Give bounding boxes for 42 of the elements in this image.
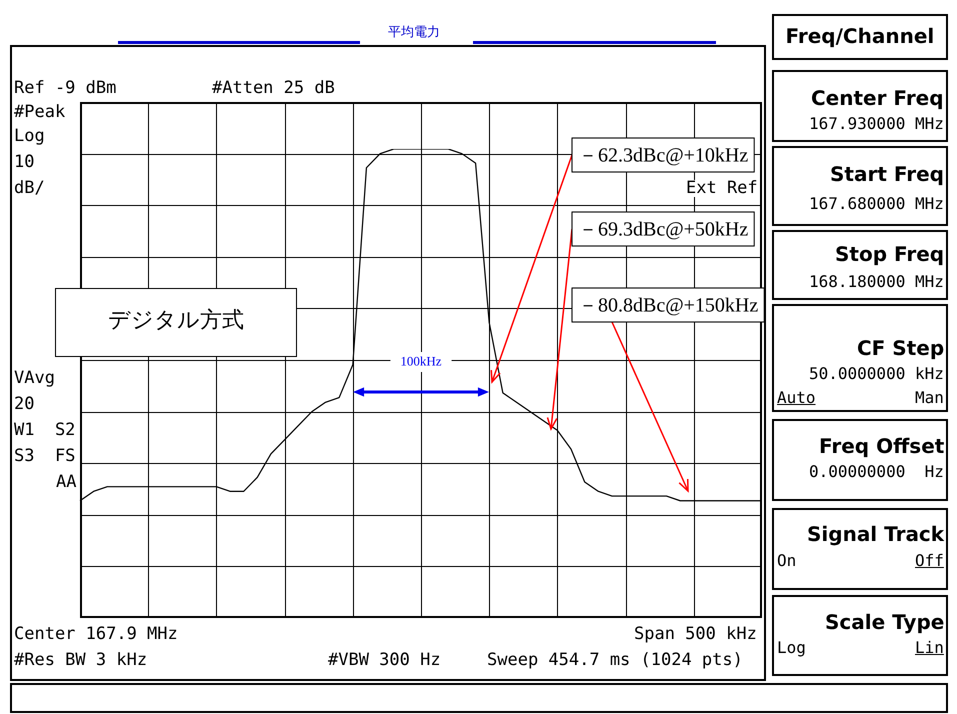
text: Stop Freq xyxy=(835,242,944,266)
text: Log xyxy=(777,638,806,657)
text: 0.00000000 Hz xyxy=(809,462,944,481)
text: Lin xyxy=(915,638,944,657)
text: Scale Type xyxy=(825,610,944,634)
text: Auto xyxy=(777,388,816,407)
text: On xyxy=(777,551,796,570)
text: #Res BW 3 kHz xyxy=(14,650,148,670)
text: Off xyxy=(915,551,944,570)
text: Man xyxy=(915,388,944,407)
annotation: －69.3dBc@+50kHz xyxy=(578,218,748,240)
annotation: －80.8dBc@+150kHz xyxy=(578,294,758,316)
annotation: デジタル方式 xyxy=(108,308,244,333)
text: dB/ xyxy=(14,178,45,198)
text: Span 500 kHz xyxy=(634,624,757,644)
chart-title: 平均電力 xyxy=(388,25,440,40)
text: S3 FS xyxy=(14,446,76,466)
text: W1 S2 xyxy=(14,420,76,440)
text: #VBW 300 Hz xyxy=(328,650,441,670)
text: 50.0000000 kHz xyxy=(809,364,944,383)
text: Start Freq xyxy=(830,162,944,186)
text: Sweep 454.7 ms (1024 pts) xyxy=(487,650,743,670)
text: Center 167.9 MHz xyxy=(14,624,178,644)
text: Log xyxy=(14,126,45,146)
text: Freq Offset xyxy=(819,434,944,458)
text: Freq/Channel xyxy=(786,24,934,48)
text: AA xyxy=(56,472,76,492)
text: 167.930000 MHz xyxy=(809,114,944,133)
annotation: Ext Ref xyxy=(686,178,758,198)
text: #Atten 25 dB xyxy=(212,78,335,98)
text: 20 xyxy=(14,394,34,414)
text: VAvg xyxy=(14,368,55,388)
text: Signal Track xyxy=(807,522,944,546)
text: Ref -9 dBm xyxy=(14,78,116,98)
text: #Peak xyxy=(14,102,66,122)
annotation: －62.3dBc@+10kHz xyxy=(578,144,748,166)
text: 10 xyxy=(14,152,34,172)
text: Center Freq xyxy=(811,86,944,110)
text: CF Step xyxy=(857,336,944,360)
text: 167.680000 MHz xyxy=(809,194,944,213)
annotation: 100kHz xyxy=(400,353,442,368)
text: 168.180000 MHz xyxy=(809,272,944,291)
